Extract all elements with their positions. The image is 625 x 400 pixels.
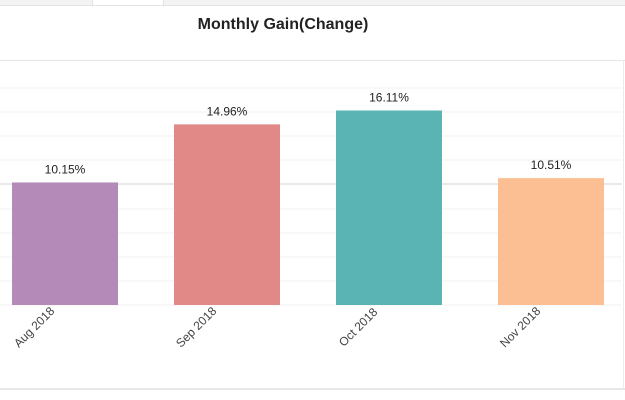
- x-tick-label: Sep 2018: [173, 304, 219, 350]
- bar-nov-2018[interactable]: [498, 178, 604, 305]
- bar-value-label: 10.51%: [531, 158, 572, 172]
- bar-sep-2018[interactable]: [174, 124, 280, 305]
- top-border: [0, 0, 625, 6]
- bar-value-label: 14.96%: [207, 104, 248, 118]
- header-divider: [0, 60, 625, 61]
- x-tick-label: Nov 2018: [497, 304, 543, 350]
- right-edge: [623, 60, 624, 390]
- x-tick-label: Aug 2018: [11, 304, 57, 350]
- bar-value-label: 16.11%: [369, 90, 409, 104]
- bar-aug-2018[interactable]: [12, 182, 118, 305]
- bar-oct-2018[interactable]: [336, 110, 442, 305]
- x-tick-label: Oct 2018: [336, 305, 381, 350]
- bottom-divider: [0, 388, 625, 390]
- top-tab[interactable]: [92, 0, 164, 5]
- bar-value-label: 10.15%: [45, 162, 86, 176]
- chart-title: Monthly Gain(Change): [197, 16, 369, 33]
